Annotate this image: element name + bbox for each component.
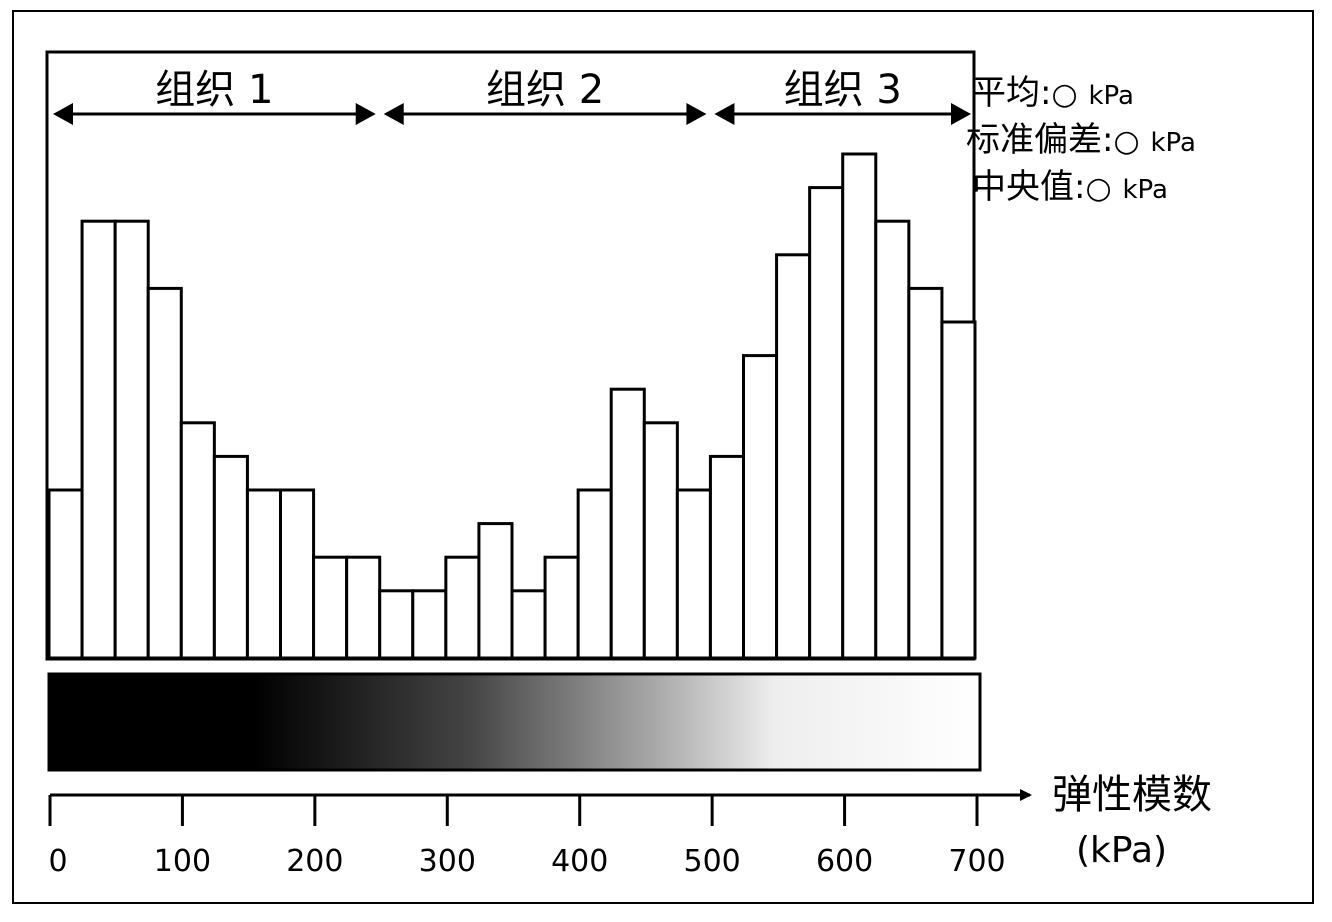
tissue-regions: 组织 1 组织 2 组织 3 — [53, 67, 971, 125]
x-tick-label: 500 — [684, 844, 741, 879]
histogram-bar — [909, 288, 942, 658]
stat-median-value: ○ — [1085, 171, 1111, 206]
stat-mean-value: ○ — [1051, 77, 1077, 112]
x-axis-unit: (kPa) — [1076, 830, 1167, 871]
x-tick-label: 400 — [551, 844, 608, 879]
histogram-bar — [49, 490, 82, 658]
histogram-bar — [512, 591, 545, 658]
histogram-bar — [413, 591, 446, 658]
histogram-bars — [49, 154, 975, 658]
histogram-bar — [810, 188, 843, 658]
stat-median-label: 中央值: — [972, 167, 1085, 207]
x-tick-label: 100 — [154, 844, 211, 879]
x-tick-label: 0 — [48, 844, 67, 879]
histogram-bar — [545, 557, 578, 658]
stat-std-dev: 标准偏差:○ kPa — [966, 120, 1196, 163]
histogram-bar — [82, 221, 115, 658]
arrowhead-right — [356, 103, 376, 125]
histogram-bar — [942, 322, 975, 658]
x-axis-label: 弹性模数 — [1052, 772, 1212, 818]
histogram-bar — [479, 524, 512, 658]
histogram-bar — [214, 456, 247, 658]
histogram-bar — [148, 288, 181, 658]
x-tick-label: 200 — [286, 844, 343, 879]
histogram-bar — [314, 557, 347, 658]
region-label: 组织 2 — [486, 67, 604, 113]
x-axis: 弹性模数 (kPa) 0 100 200 300 400 500 600 700 — [48, 772, 1212, 879]
region-label: 组织 3 — [784, 67, 902, 113]
stat-std-dev-label: 标准偏差: — [966, 120, 1113, 160]
histogram-bar — [281, 490, 314, 658]
stat-median-unit: kPa — [1122, 175, 1168, 205]
region-label: 组织 1 — [155, 67, 273, 113]
stat-std-dev-unit: kPa — [1150, 128, 1196, 158]
histogram-bar — [181, 423, 214, 658]
x-tick-label: 300 — [419, 844, 476, 879]
stat-median: 中央值:○ kPa — [972, 167, 1168, 210]
histogram-bar — [247, 490, 280, 658]
histogram-bar — [777, 255, 810, 658]
stat-std-dev-value: ○ — [1113, 124, 1139, 159]
stat-mean-label: 平均: — [972, 73, 1051, 113]
x-tick-label: 700 — [948, 844, 1005, 879]
arrowhead-right — [686, 103, 706, 125]
histogram-bar — [578, 490, 611, 658]
histogram-bar — [677, 490, 710, 658]
histogram-bar — [710, 456, 743, 658]
histogram-bar — [347, 557, 380, 658]
stat-mean-unit: kPa — [1088, 81, 1134, 111]
arrowhead-left — [53, 103, 73, 125]
histogram-bar — [644, 423, 677, 658]
histogram-bar — [744, 356, 777, 658]
stat-mean: 平均:○ kPa — [972, 73, 1134, 116]
elasticity-color-scale — [49, 674, 980, 770]
histogram-bar — [611, 389, 644, 658]
arrowhead-left — [714, 103, 734, 125]
arrowhead-left — [384, 103, 404, 125]
histogram-bar — [843, 154, 876, 658]
histogram-bar — [380, 591, 413, 658]
histogram-bar — [446, 557, 479, 658]
histogram-bar — [876, 221, 909, 658]
histogram-bar — [115, 221, 148, 658]
x-tick-label: 600 — [816, 844, 873, 879]
